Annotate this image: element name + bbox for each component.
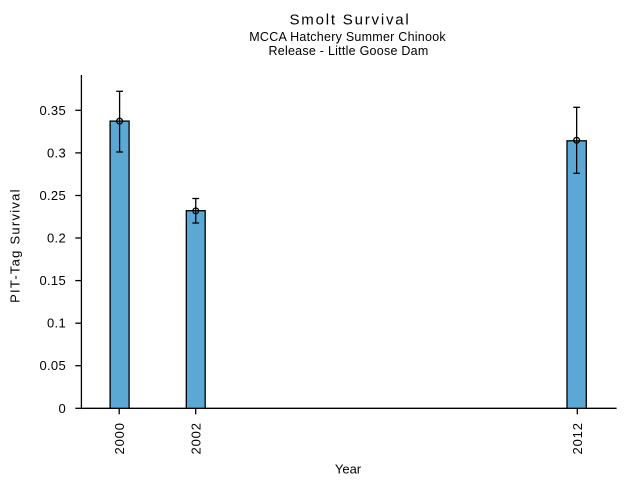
- svg-text:0.2: 0.2: [47, 231, 66, 246]
- svg-text:2012: 2012: [570, 422, 585, 454]
- svg-text:0.25: 0.25: [39, 188, 66, 203]
- svg-text:0.15: 0.15: [39, 273, 66, 288]
- svg-text:MCCA Hatchery Summer Chinook: MCCA Hatchery Summer Chinook: [249, 30, 446, 44]
- svg-text:2000: 2000: [112, 422, 127, 454]
- svg-text:Release - Little Goose Dam: Release - Little Goose Dam: [268, 44, 428, 58]
- svg-text:0.35: 0.35: [39, 103, 66, 118]
- svg-text:2002: 2002: [189, 422, 204, 454]
- svg-text:PIT-Tag Survival: PIT-Tag Survival: [7, 188, 22, 303]
- svg-text:0.3: 0.3: [47, 145, 66, 160]
- svg-text:Year: Year: [335, 461, 362, 476]
- svg-text:Smolt Survival: Smolt Survival: [289, 12, 410, 29]
- svg-text:0.05: 0.05: [39, 358, 66, 373]
- svg-text:0: 0: [58, 401, 66, 416]
- svg-text:0.1: 0.1: [47, 316, 66, 331]
